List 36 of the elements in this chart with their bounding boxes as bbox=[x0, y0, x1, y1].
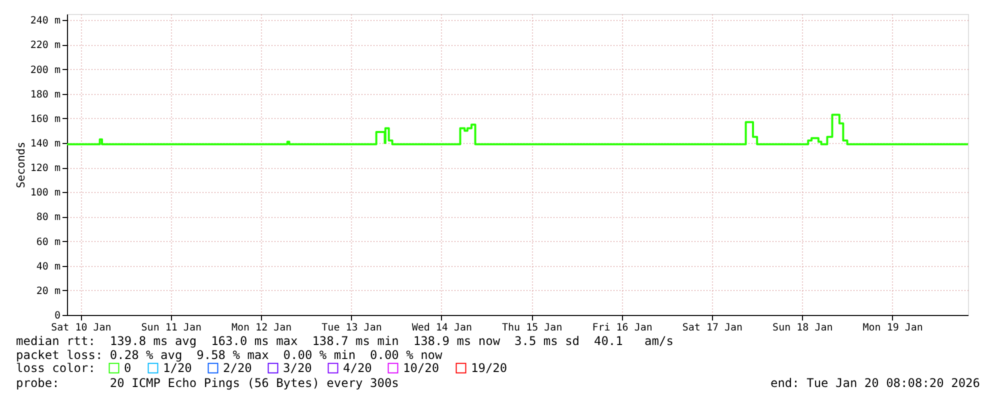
y-tick-label: 20 m bbox=[36, 286, 60, 297]
legend-label: 3/20 bbox=[283, 361, 312, 376]
legend-label: 19/20 bbox=[471, 361, 508, 376]
legend-label: 2/20 bbox=[223, 361, 252, 376]
y-tick-label: 80 m bbox=[36, 212, 60, 224]
text: end: Tue Jan 20 08:08:20 2026 bbox=[770, 376, 980, 390]
legend-label: 10/20 bbox=[403, 361, 440, 376]
legend-label: 1/20 bbox=[163, 361, 192, 376]
x-tick-label: Thu 15 Jan bbox=[502, 322, 562, 334]
x-tick-label: Sun 11 Jan bbox=[141, 322, 202, 334]
text: probe: 20 ICMP Echo Pings (56 Bytes) every 300s bbox=[16, 376, 399, 390]
y-tick-label: 160 m bbox=[30, 114, 60, 125]
x-tick-label: Wed 14 Jan bbox=[412, 322, 472, 334]
y-tick-label: 180 m bbox=[30, 89, 60, 100]
text: packet loss: 0.28 % avg 9.58 % max 0.00 % min 0.00 % now bbox=[16, 348, 444, 362]
y-tick-label: 100 m bbox=[30, 188, 60, 199]
legend-label: 0 bbox=[124, 361, 132, 376]
x-tick-label: Sat 17 Jan bbox=[682, 322, 743, 334]
y-axis-title: Seconds bbox=[14, 142, 28, 188]
y-tick-label: 240 m bbox=[30, 16, 60, 27]
x-tick-label: Sat 10 Jan bbox=[51, 322, 112, 334]
y-tick-label: 60 m bbox=[36, 236, 60, 248]
y-tick-label: 140 m bbox=[30, 138, 60, 150]
y-tick-label: 220 m bbox=[30, 40, 60, 52]
x-tick-label: Tue 13 Jan bbox=[322, 322, 382, 334]
x-tick-label: Fri 16 Jan bbox=[592, 322, 652, 334]
x-tick-label: Sun 18 Jan bbox=[772, 322, 833, 334]
y-tick-label: 200 m bbox=[30, 64, 60, 76]
y-tick-label: 120 m bbox=[30, 163, 60, 174]
x-tick-label: Mon 12 Jan bbox=[231, 322, 292, 334]
legend-title: loss color: bbox=[16, 361, 96, 375]
text: median rtt: 139.8 ms avg 163.0 ms max 138.7 ms min 138.9 ms now 3.5 ms sd 40.1 am/s bbox=[16, 334, 674, 348]
y-tick-label: 0 bbox=[54, 310, 60, 322]
x-tick-label: Mon 19 Jan bbox=[862, 322, 923, 334]
legend-label: 4/20 bbox=[343, 361, 372, 376]
y-tick-label: 40 m bbox=[36, 261, 60, 272]
